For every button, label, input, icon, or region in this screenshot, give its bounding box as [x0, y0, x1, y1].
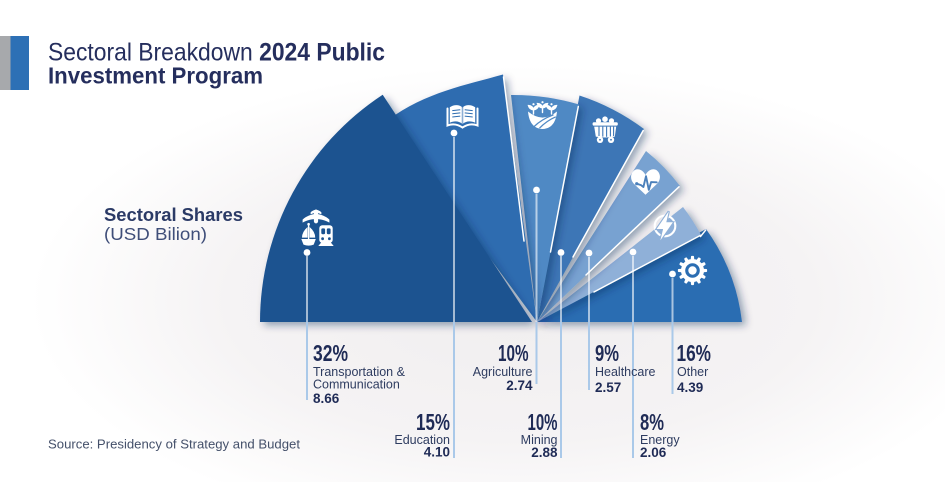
svg-text:Communication: Communication: [313, 378, 400, 392]
svg-text:Mining: Mining: [521, 433, 558, 447]
svg-text:Sectoral Breakdown 2024 Public: Sectoral Breakdown 2024 Public: [48, 39, 385, 67]
svg-text:2.74: 2.74: [506, 378, 533, 393]
svg-text:Source: Presidency of Strategy: Source: Presidency of Strategy and Budge…: [48, 437, 300, 452]
svg-text:8%: 8%: [640, 409, 664, 435]
svg-text:32%: 32%: [313, 340, 348, 366]
svg-text:2.88: 2.88: [531, 445, 558, 460]
svg-text:Healthcare: Healthcare: [595, 365, 655, 379]
svg-text:Energy: Energy: [640, 433, 680, 447]
svg-text:Education: Education: [394, 433, 450, 447]
svg-text:Agriculture: Agriculture: [473, 365, 533, 379]
svg-text:(USD Bilion): (USD Bilion): [104, 224, 207, 244]
svg-text:Sectoral Shares: Sectoral Shares: [104, 205, 243, 225]
svg-text:8.66: 8.66: [313, 391, 340, 406]
svg-text:Other: Other: [677, 365, 708, 379]
svg-text:2.57: 2.57: [595, 380, 621, 395]
svg-text:4.10: 4.10: [424, 445, 450, 460]
svg-text:4.39: 4.39: [677, 380, 703, 395]
svg-text:Transportation &: Transportation &: [313, 365, 406, 379]
svg-text:16%: 16%: [677, 340, 712, 366]
svg-text:2.06: 2.06: [640, 445, 667, 460]
svg-text:10%: 10%: [528, 409, 558, 435]
svg-text:10%: 10%: [498, 340, 529, 366]
svg-text:15%: 15%: [416, 409, 450, 435]
svg-text:Investment Program: Investment Program: [48, 63, 263, 89]
svg-text:9%: 9%: [595, 340, 619, 366]
